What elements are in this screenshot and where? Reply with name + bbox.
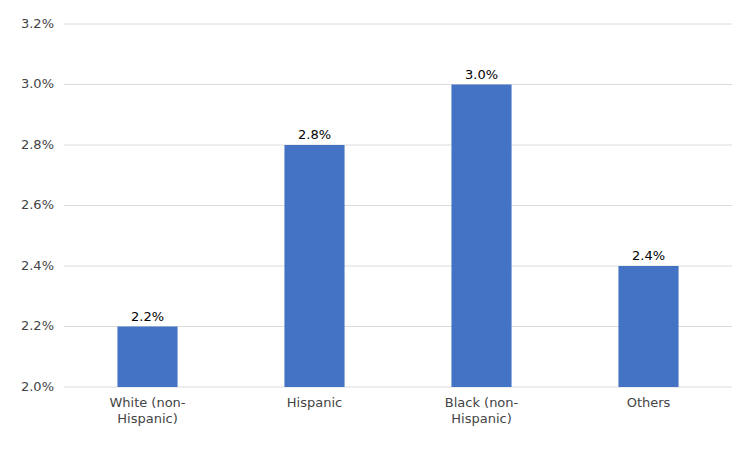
data-label: 2.4% [632,248,665,263]
bar [451,85,511,388]
chart-container: 2.0% 2.2% 2.4% 2.6% 2.8% 3.0% 3.2% 2.2% 2.8% 3.0%… [0,0,752,451]
data-label: 3.0% [465,67,498,82]
data-label: 2.2% [131,309,164,324]
grid-line [64,24,732,25]
grid-line [64,205,732,206]
x-tick-label: Others [627,395,671,410]
bar [284,145,344,387]
bar [618,266,678,387]
data-labels: 2.2% 2.8% 3.0% 2.4% [131,67,665,324]
y-axis: 2.0% 2.2% 2.4% 2.6% 2.8% 3.0% 3.2% [21,16,54,394]
x-tick-label: Hispanic [287,395,342,410]
y-tick-label: 2.6% [21,197,54,212]
bar [117,327,177,388]
y-tick-label: 2.4% [21,258,54,273]
bars [117,85,678,388]
grid [64,24,732,387]
grid-line [64,145,732,146]
y-tick-label: 2.0% [21,379,54,394]
y-tick-label: 3.0% [21,76,54,91]
x-tick-label: Black (non-Hispanic) [445,395,519,426]
y-tick-label: 3.2% [21,16,54,31]
y-tick-label: 2.2% [21,318,54,333]
chart: 2.0% 2.2% 2.4% 2.6% 2.8% 3.0% 3.2% 2.2% 2.8% 3.0%… [0,0,752,451]
y-tick-label: 2.8% [21,137,54,152]
grid-line [64,84,732,85]
x-axis: White (non-Hispanic) Hispanic Black (non-H… [109,395,670,426]
data-label: 2.8% [298,127,331,142]
x-tick-label: White (non-Hispanic) [109,395,185,426]
